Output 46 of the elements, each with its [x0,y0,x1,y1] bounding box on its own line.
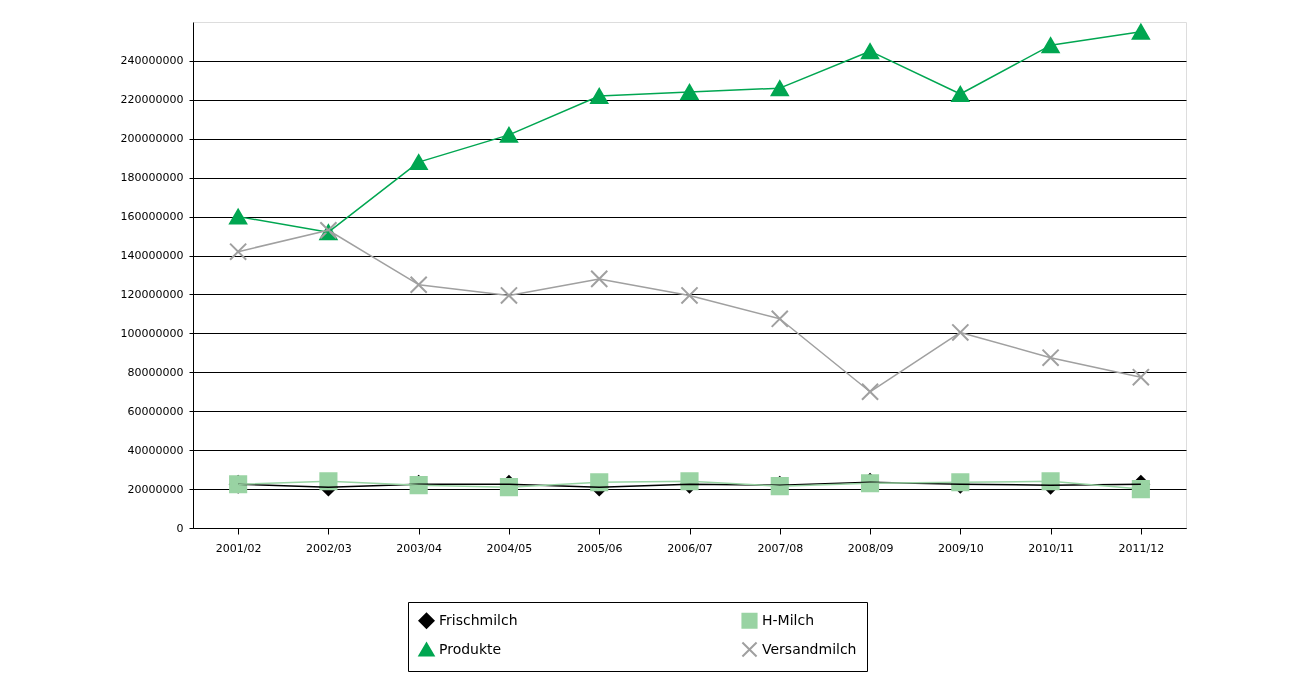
x-tick-label: 2003/04 [396,541,443,555]
x-tick-label: 2004/05 [486,541,533,555]
point [680,84,699,101]
point [229,208,248,225]
point [499,126,519,143]
legend-label: H-Milch [762,611,815,628]
x-tick-label: 2006/07 [667,541,713,555]
y-tick-label: 40000000 [127,443,184,457]
point [590,269,609,288]
x-tick-label: 2007/08 [757,541,804,555]
point [1131,23,1150,40]
x-tick-label: 2009/10 [937,541,984,555]
point [951,323,970,342]
legend-label: Produkte [439,640,502,657]
y-tick-label: 0 [176,521,184,535]
y-tick-label: 60000000 [127,404,184,418]
point [770,309,789,328]
y-tick-label: 20000000 [127,482,184,496]
x-tick-label: 2010/11 [1028,541,1074,555]
point [229,242,248,261]
y-tick-label: 200000000 [120,132,184,146]
y-tick-label: 220000000 [120,93,184,107]
point [590,87,609,104]
point [1041,348,1060,367]
x-tick-label: 2011/12 [1118,541,1165,555]
point [1131,368,1150,387]
y-tick-label: 80000000 [127,365,184,379]
x-tick-label: 2002/03 [306,541,352,555]
point [770,80,789,97]
x-tick-label: 2005/06 [576,541,623,555]
point [860,382,880,401]
y-tick-label: 140000000 [120,249,184,263]
point [499,286,519,305]
y-tick-label: 100000000 [120,326,184,340]
point [951,86,970,102]
x-tick-label: 2008/09 [847,541,894,555]
x-tick-label: 2001/02 [215,541,262,555]
y-tick-label: 160000000 [120,210,184,224]
point [409,275,428,294]
legend-label: Frischmilch [439,611,518,628]
y-tick-label: 120000000 [120,287,184,301]
point [680,286,699,305]
point [1131,480,1150,499]
y-tick-label: 240000000 [120,54,184,68]
y-tick-label: 180000000 [120,171,184,185]
legend-label: Versandmilch [762,640,857,657]
